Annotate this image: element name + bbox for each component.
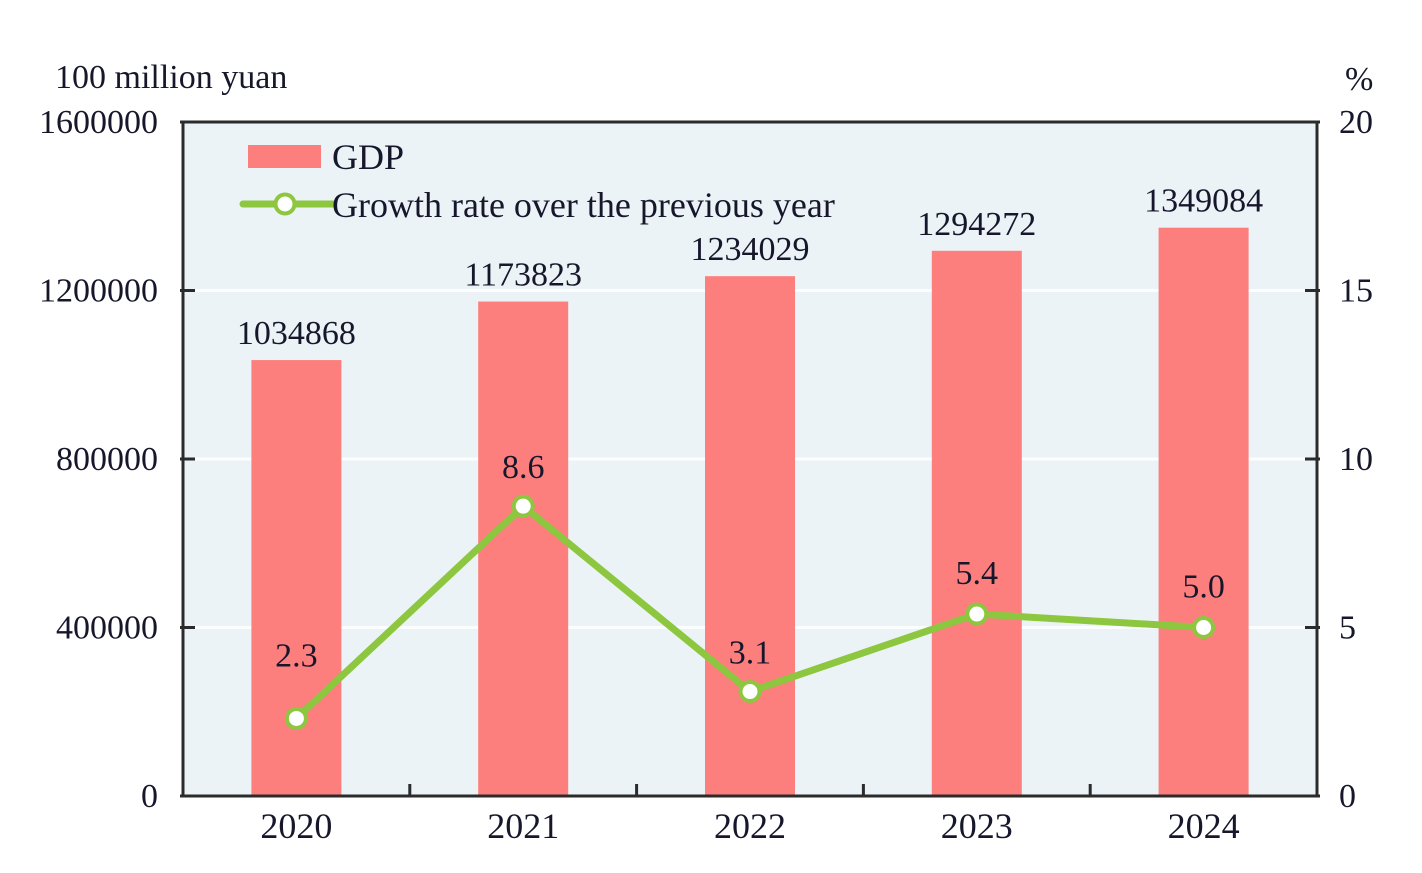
bar-2022 <box>705 276 795 796</box>
legend-gdp-swatch <box>248 145 321 168</box>
x-category-label: 2023 <box>941 806 1013 846</box>
right-tick-label: 0 <box>1339 778 1356 815</box>
x-category-label: 2022 <box>714 806 786 846</box>
bar-2020 <box>251 360 342 796</box>
bar-2021 <box>478 301 569 796</box>
growth-value-label: 5.0 <box>1182 569 1225 606</box>
x-category-label: 2024 <box>1168 806 1240 846</box>
right-tick-label: 10 <box>1339 441 1373 478</box>
right-tick-label: 15 <box>1339 273 1373 310</box>
legend-growth-label: Growth rate over the previous year <box>332 185 835 225</box>
bar-2024 <box>1158 227 1249 796</box>
x-category-label: 2020 <box>260 806 332 846</box>
bar-value-label: 1173823 <box>464 257 582 294</box>
growth-value-label: 8.6 <box>502 449 545 486</box>
growth-value-label: 2.3 <box>275 637 318 674</box>
legend-growth-marker-icon <box>273 192 297 216</box>
right-axis-title: % <box>1345 61 1373 98</box>
bar-value-label: 1034868 <box>237 315 356 352</box>
left-tick-label: 1200000 <box>39 273 158 310</box>
bar-value-label: 1234029 <box>691 231 810 268</box>
growth-point-marker-icon <box>738 680 762 704</box>
legend-gdp-label: GDP <box>332 137 404 177</box>
right-tick-label: 5 <box>1339 610 1356 647</box>
x-category-label: 2021 <box>487 806 559 846</box>
left-tick-label: 1600000 <box>39 104 158 141</box>
left-tick-label: 800000 <box>56 441 158 478</box>
left-tick-label: 400000 <box>56 610 158 647</box>
right-tick-label: 20 <box>1339 104 1373 141</box>
growth-value-label: 5.4 <box>956 555 999 592</box>
left-axis-title: 100 million yuan <box>55 59 287 96</box>
growth-value-label: 3.1 <box>729 635 772 672</box>
growth-point-marker-icon <box>284 706 308 730</box>
growth-point-marker-icon <box>511 494 535 518</box>
left-tick-label: 0 <box>141 778 158 815</box>
growth-point-marker-icon <box>965 602 989 626</box>
legend: GDP Growth rate over the previous year <box>239 137 835 225</box>
bar-2023 <box>931 250 1022 797</box>
growth-point-marker-icon <box>1192 616 1216 639</box>
bar-value-label: 1349084 <box>1144 183 1263 220</box>
bar-value-label: 1294272 <box>917 206 1036 243</box>
